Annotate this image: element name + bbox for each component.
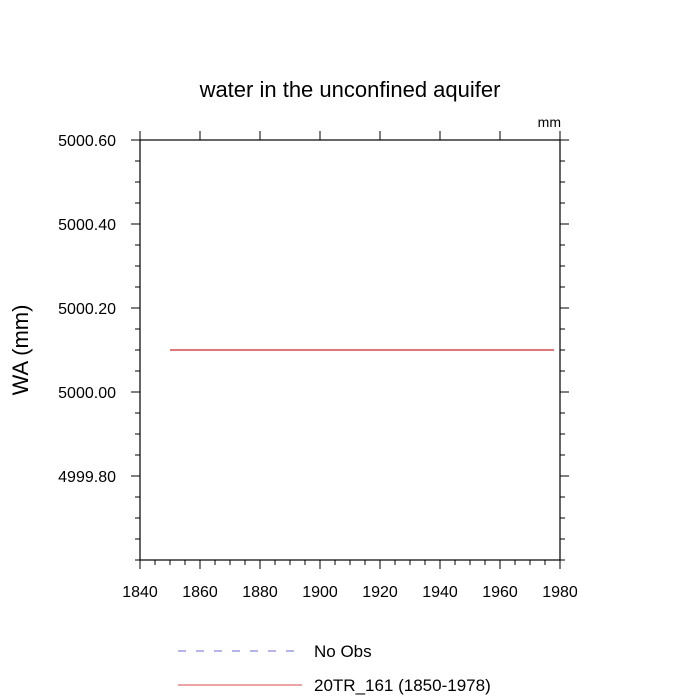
- tick-group: [131, 131, 569, 569]
- x-tick-label: 1880: [242, 584, 278, 601]
- legend: No Obs 20TR_161 (1850-1978): [178, 642, 491, 695]
- x-tick-label: 1840: [122, 584, 158, 601]
- y-tick-label: 4999.80: [58, 469, 116, 486]
- x-tick-label: 1860: [182, 584, 218, 601]
- x-tick-label: 1900: [302, 584, 338, 601]
- y-tick-label: 5000.20: [58, 301, 116, 318]
- x-tick-label: 1940: [422, 584, 458, 601]
- x-tick-label: 1980: [542, 584, 578, 601]
- y-axis-label: WA (mm): [8, 305, 33, 396]
- y-tick-label: 5000.40: [58, 217, 116, 234]
- y-tick-label: 5000.60: [58, 133, 116, 150]
- x-tick-label: 1920: [362, 584, 398, 601]
- x-tick-label: 1960: [482, 584, 518, 601]
- tick-label-group: 1840 1860 1880 1900 1920 1940 1960 1980 4999.80 5…: [58, 133, 578, 601]
- legend-label-0: No Obs: [314, 642, 372, 661]
- y-tick-label: 5000.00: [58, 385, 116, 402]
- units-label: mm: [538, 114, 561, 130]
- chart-title: water in the unconfined aquifer: [199, 77, 501, 102]
- legend-label-1: 20TR_161 (1850-1978): [314, 676, 491, 695]
